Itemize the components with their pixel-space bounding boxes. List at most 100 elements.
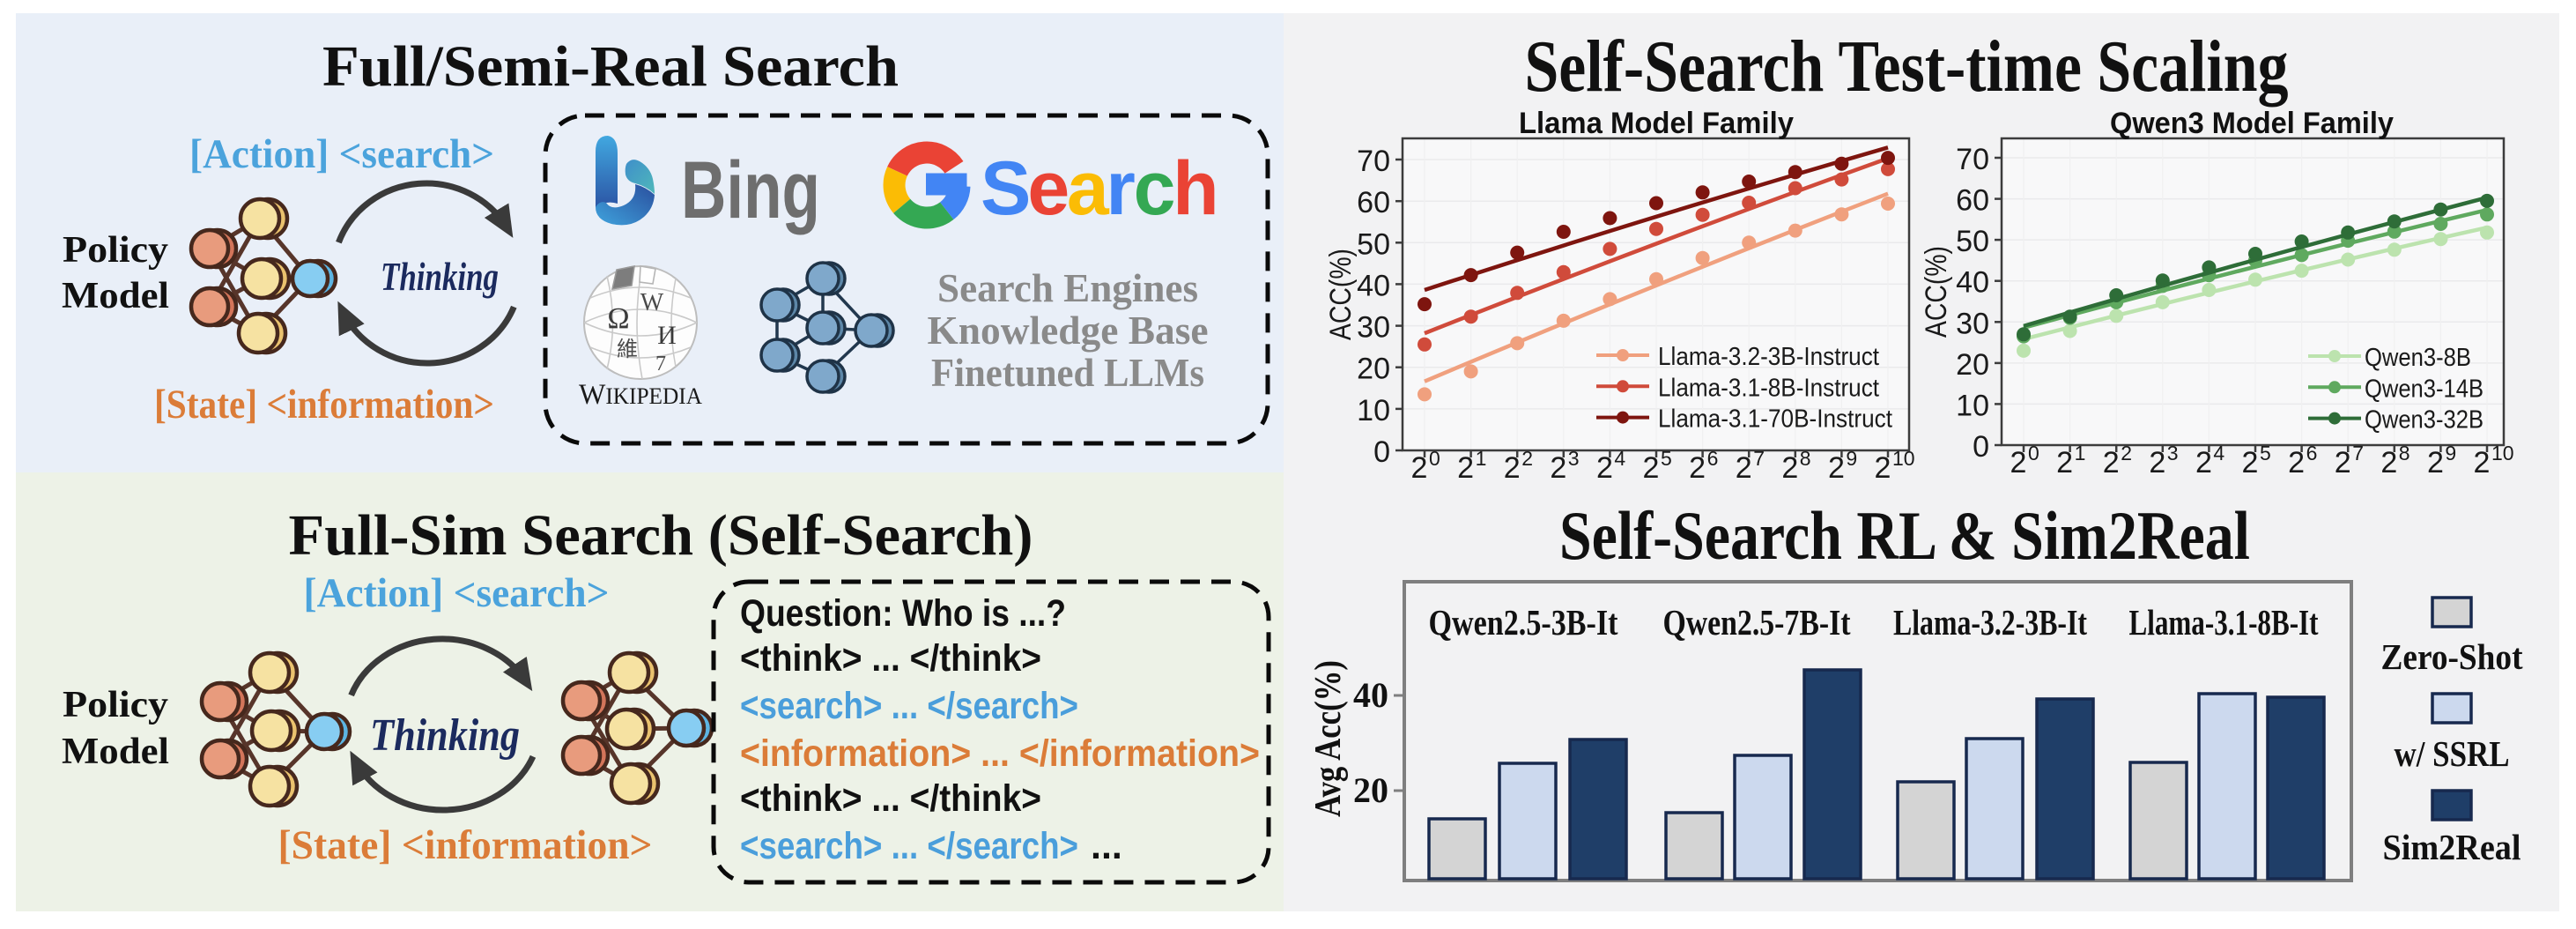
svg-text:Finetuned LLMs: Finetuned LLMs [931,350,1204,395]
svg-text:Knowledge Base: Knowledge Base [928,308,1209,353]
svg-text:Thinking: Thinking [381,255,499,299]
svg-text:0: 0 [1373,435,1390,469]
svg-text:2: 2 [2474,446,2491,479]
svg-text:Llama-3.1-8B-Instruct: Llama-3.1-8B-Instruct [1658,374,1879,402]
svg-text:4: 4 [2213,442,2224,464]
svg-text:2: 2 [1411,451,1428,485]
svg-text:2: 2 [2149,446,2165,479]
svg-text:50: 50 [1956,225,1989,258]
svg-text:ACC(%): ACC(%) [1324,249,1358,340]
svg-text:40: 40 [1956,266,1989,300]
svg-text:2: 2 [1643,451,1660,485]
svg-text:2: 2 [1781,451,1798,485]
svg-text:Thinking: Thinking [370,710,520,761]
svg-text:Qwen3 Model Family: Qwen3 Model Family [2110,107,2394,140]
svg-text:9: 9 [1846,447,1857,470]
svg-text:<information> ... </informatio: <information> ... </information> [740,732,1260,775]
svg-text:10: 10 [1892,447,1915,470]
svg-text:5: 5 [2260,442,2271,464]
svg-text:Full-Sim Search (Self-Search): Full-Sim Search (Self-Search) [289,503,1033,568]
svg-text:e: e [1027,146,1070,231]
svg-text:0: 0 [1429,447,1440,470]
svg-text:3: 3 [1568,447,1580,470]
svg-text:6: 6 [1707,447,1719,470]
svg-text:Self-Search RL & Sim2Real: Self-Search RL & Sim2Real [1559,497,2250,574]
svg-text:70: 70 [1956,143,1989,176]
svg-text:Llama-3.1-8B-It: Llama-3.1-8B-It [2129,602,2319,643]
svg-text:Bing: Bing [681,145,820,235]
svg-text:<think> ... </think>: <think> ... </think> [740,777,1041,820]
svg-text:Question: Who is ...?: Question: Who is ...? [740,592,1066,635]
svg-text:2: 2 [2335,446,2351,479]
svg-text:Avg Acc(%): Avg Acc(%) [1308,660,1349,817]
svg-text:2: 2 [1736,451,1752,485]
svg-text:r: r [1106,146,1135,231]
svg-text:10: 10 [1357,394,1390,427]
svg-text:И: И [657,321,677,350]
svg-text:60: 60 [1357,186,1390,219]
svg-text:Search Engines: Search Engines [937,265,1198,310]
svg-text:2: 2 [1521,447,1533,470]
svg-text:2: 2 [2380,446,2397,479]
svg-text:2: 2 [2427,446,2444,479]
svg-text:[State] <information>: [State] <information> [278,822,653,868]
svg-text:20: 20 [1357,353,1390,386]
svg-text:2: 2 [2103,446,2120,479]
svg-text:2: 2 [2288,446,2305,479]
svg-text:Qwen3-14B: Qwen3-14B [2365,375,2483,403]
svg-text:<search> ... </search>: <search> ... </search> [740,685,1078,727]
svg-text:Llama-3.1-70B-Instruct: Llama-3.1-70B-Instruct [1658,405,1892,434]
svg-text:Self-Search Test-time Scaling: Self-Search Test-time Scaling [1525,26,2289,108]
svg-text:50: 50 [1357,227,1390,261]
svg-text:[Action] <search>: [Action] <search> [189,131,494,177]
svg-text:Model: Model [62,732,169,772]
svg-text:6: 6 [2306,442,2318,464]
svg-text:5: 5 [1661,447,1672,470]
svg-text:Llama-3.2-3B-It: Llama-3.2-3B-It [1893,602,2087,643]
svg-text:2: 2 [1828,451,1845,485]
svg-text:Llama Model Family: Llama Model Family [1519,107,1794,140]
svg-text:維: 維 [617,338,638,361]
svg-text:20: 20 [1353,770,1388,810]
svg-text:Full/Semi-Real Search: Full/Semi-Real Search [322,34,899,99]
svg-text:20: 20 [1956,348,1989,382]
svg-text:2: 2 [1689,451,1706,485]
svg-text:7: 7 [1753,447,1765,470]
svg-text:30: 30 [1956,307,1989,340]
svg-text:2: 2 [2010,446,2027,479]
svg-text:[Action] <search>: [Action] <search> [304,570,610,616]
svg-text:70: 70 [1357,145,1390,178]
svg-text:a: a [1067,146,1110,231]
svg-text:Policy: Policy [63,685,168,725]
svg-text:40: 40 [1353,675,1388,715]
svg-text:2: 2 [2242,446,2259,479]
svg-text:Qwen2.5-3B-It: Qwen2.5-3B-It [1429,602,1618,643]
svg-text:8: 8 [1800,447,1811,470]
svg-text:2: 2 [1875,451,1891,485]
svg-text:0: 0 [2028,442,2039,464]
svg-text:7: 7 [655,353,666,375]
svg-text:3: 3 [2167,442,2179,464]
svg-text:9: 9 [2445,442,2456,464]
svg-text:0: 0 [1973,430,1989,464]
svg-text:Qwen3-8B: Qwen3-8B [2365,344,2471,372]
svg-text:8: 8 [2399,442,2410,464]
svg-text:Llama-3.2-3B-Instruct: Llama-3.2-3B-Instruct [1658,343,1879,371]
svg-text:2: 2 [1504,451,1521,485]
svg-text:c: c [1134,146,1176,231]
svg-text:1: 1 [2075,442,2086,464]
svg-text:ACC(%): ACC(%) [1920,246,1953,338]
svg-text:w/ SSRL: w/ SSRL [2395,733,2510,774]
svg-text:WIKIPEDIA: WIKIPEDIA [579,379,702,411]
svg-text:Qwen3-32B: Qwen3-32B [2365,406,2483,435]
svg-text:h: h [1173,146,1219,231]
svg-text:W: W [640,289,664,316]
svg-text:[State] <information>: [State] <information> [154,382,494,427]
svg-text:2: 2 [1457,451,1474,485]
svg-text:...: ... [1091,825,1122,867]
svg-text:10: 10 [1956,389,1989,422]
svg-text:10: 10 [2491,442,2514,464]
svg-text:Policy: Policy [63,230,168,271]
svg-text:4: 4 [1614,447,1625,470]
svg-text:7: 7 [2352,442,2364,464]
